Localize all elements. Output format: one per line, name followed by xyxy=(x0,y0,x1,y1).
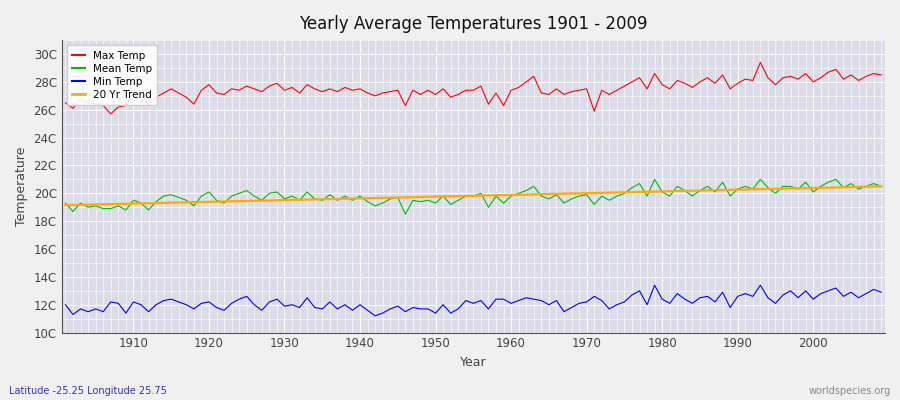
Legend: Max Temp, Mean Temp, Min Temp, 20 Yr Trend: Max Temp, Mean Temp, Min Temp, 20 Yr Tre… xyxy=(67,45,158,105)
X-axis label: Year: Year xyxy=(460,356,487,369)
Title: Yearly Average Temperatures 1901 - 2009: Yearly Average Temperatures 1901 - 2009 xyxy=(299,15,648,33)
Text: Latitude -25.25 Longitude 25.75: Latitude -25.25 Longitude 25.75 xyxy=(9,386,166,396)
Text: worldspecies.org: worldspecies.org xyxy=(809,386,891,396)
Y-axis label: Temperature: Temperature xyxy=(15,147,28,226)
